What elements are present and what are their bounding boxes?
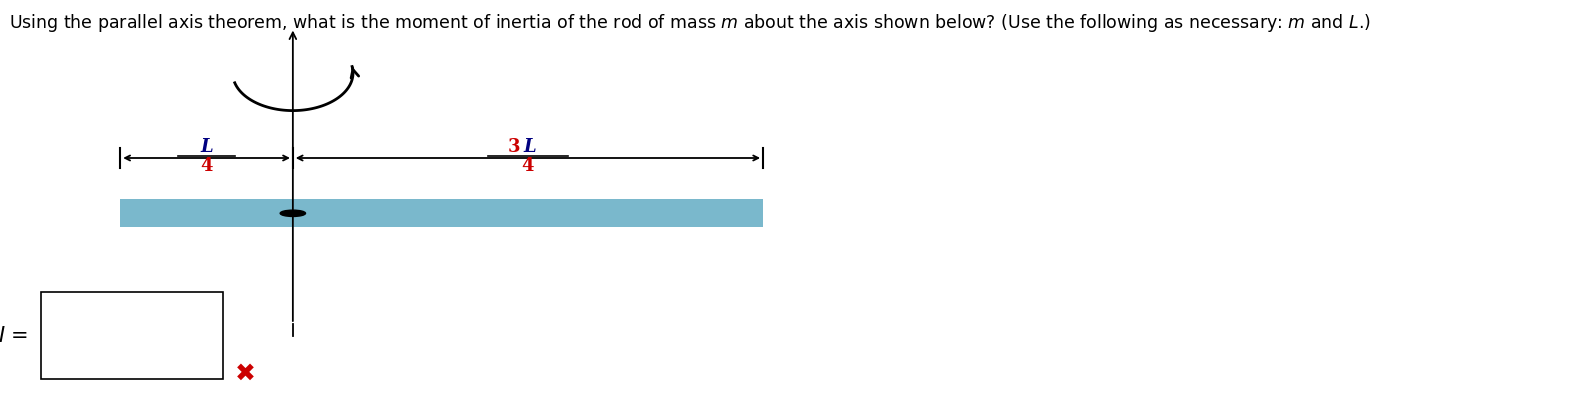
Text: 3: 3 — [508, 138, 519, 156]
Text: L: L — [522, 138, 535, 156]
Text: ✖: ✖ — [234, 361, 256, 385]
Text: L: L — [201, 138, 212, 156]
Bar — [41, 292, 223, 379]
Circle shape — [280, 210, 306, 216]
Text: 4: 4 — [201, 157, 212, 175]
Text: $I$ =: $I$ = — [0, 326, 28, 346]
Text: 4: 4 — [522, 157, 533, 175]
Bar — [120, 199, 763, 227]
Text: Using the parallel axis theorem, what is the moment of inertia of the rod of mas: Using the parallel axis theorem, what is… — [9, 12, 1371, 34]
